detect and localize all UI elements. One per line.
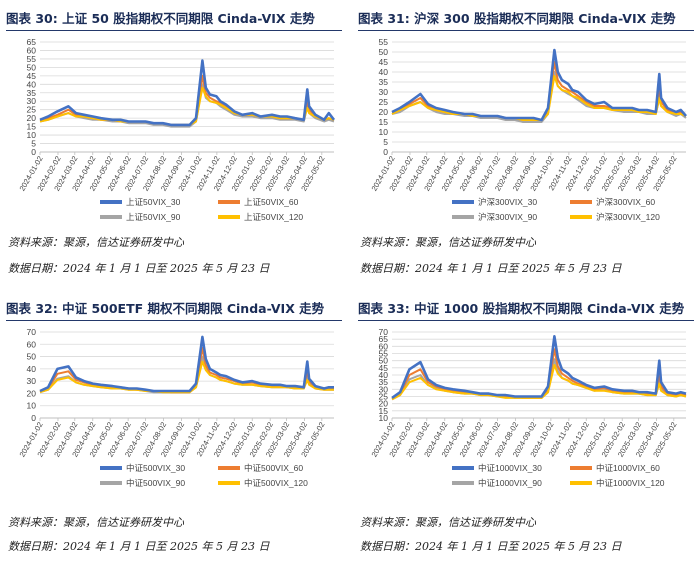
title-rule <box>358 320 694 321</box>
date-note: 数据日期：2024 年 1 月 1 日至 2025 年 5 月 23 日 <box>8 540 270 553</box>
y-tick-label: 30 <box>27 96 37 106</box>
legend-label: 沪深300VIX_120 <box>596 212 660 222</box>
date-note: 数据日期：2024 年 1 月 1 日至 2025 年 5 月 23 日 <box>360 262 622 275</box>
y-tick-label: 25 <box>379 97 389 107</box>
y-tick-label: 45 <box>27 71 37 81</box>
title-rule <box>6 30 342 31</box>
y-tick-label: 20 <box>27 113 37 123</box>
chart-panel-32: 图表 32: 中证 500ETF 期权不同期限 Cinda-VIX 走势 0 10… <box>6 298 346 573</box>
legend-label: 中证1000VIX_60 <box>596 463 660 473</box>
legend-label: 中证500VIX_30 <box>126 463 185 473</box>
date-note: 数据日期：2024 年 1 月 1 日至 2025 年 5 月 23 日 <box>360 540 622 553</box>
series-line-沪深300VIX_120 <box>391 75 687 121</box>
series-line-上证50VIX_90 <box>39 83 335 128</box>
series-line-中证1000VIX_30 <box>391 335 687 399</box>
y-tick-label: 0 <box>31 413 36 423</box>
series-line-中证1000VIX_60 <box>391 348 687 399</box>
legend-label: 沪深300VIX_90 <box>478 212 537 222</box>
y-tick-label: 15 <box>379 406 389 416</box>
y-tick-label: 10 <box>379 127 389 137</box>
y-tick-label: 45 <box>379 57 389 67</box>
chart-title: 图表 32: 中证 500ETF 期权不同期限 Cinda-VIX 走势 <box>6 301 325 316</box>
series-line-中证500VIX_120 <box>39 360 334 394</box>
line-chart: 0102030405060702024-01-022024-02-022024-… <box>18 327 334 488</box>
y-tick-label: 20 <box>27 388 37 398</box>
y-tick-label: 20 <box>379 107 389 117</box>
y-tick-label: 15 <box>27 122 37 132</box>
chart-title: 图表 33: 中证 1000 股指期权不同期限 Cinda-VIX 走势 <box>358 301 685 316</box>
y-tick-label: 55 <box>27 54 37 64</box>
legend-label: 中证500VIX_90 <box>126 478 185 488</box>
y-tick-label: 30 <box>379 384 389 394</box>
y-tick-label: 40 <box>27 79 37 89</box>
y-tick-label: 40 <box>27 364 37 374</box>
y-tick-label: 70 <box>379 327 389 337</box>
series-line-中证500VIX_30 <box>39 335 334 393</box>
chart-panel-30: 图表 30: 上证 50 股指期权不同期限 Cinda-VIX 走势 0 5 10 1… <box>6 8 346 283</box>
legend-label: 沪深300VIX_60 <box>596 197 655 207</box>
y-tick-label: 35 <box>379 377 389 387</box>
y-tick-label: 15 <box>379 117 389 127</box>
y-tick-label: 50 <box>379 47 389 57</box>
y-tick-label: 50 <box>379 356 389 366</box>
y-tick-label: 30 <box>379 87 389 97</box>
chart-panel-33: 图表 33: 中证 1000 股指期权不同期限 Cinda-VIX 走势 10 1… <box>358 298 698 573</box>
legend-label: 中证1000VIX_90 <box>478 478 542 488</box>
legend-label: 上证50VIX_60 <box>244 197 299 207</box>
legend-label: 上证50VIX_90 <box>126 212 181 222</box>
legend-label: 沪深300VIX_30 <box>478 197 537 207</box>
y-tick-label: 50 <box>27 62 37 72</box>
y-tick-label: 55 <box>379 349 389 359</box>
y-tick-label: 65 <box>379 334 389 344</box>
line-chart: 05101520253035404550552024-01-022024-02-… <box>370 37 687 222</box>
line-chart: 101520253035404550556065702024-01-022024… <box>370 327 687 488</box>
y-tick-label: 10 <box>27 130 37 140</box>
date-note: 数据日期：2024 年 1 月 1 日至 2025 年 5 月 23 日 <box>8 262 270 275</box>
series-line-上证50VIX_30 <box>39 59 336 127</box>
line-chart: 051015202530354045505560652024-01-022024… <box>18 37 336 222</box>
series-line-中证1000VIX_120 <box>391 364 687 401</box>
legend-label: 上证50VIX_120 <box>244 212 303 222</box>
chart-panel-31: 图表 31: 沪深 300 股指期权不同期限 Cinda-VIX 走势 0 5 10… <box>358 8 698 283</box>
y-tick-label: 45 <box>379 363 389 373</box>
y-tick-label: 30 <box>27 376 37 386</box>
source-note: 资料来源：聚源，信达证券研发中心 <box>8 236 184 249</box>
y-tick-label: 40 <box>379 370 389 380</box>
y-tick-label: 5 <box>31 139 36 149</box>
y-tick-label: 0 <box>31 147 36 157</box>
y-tick-label: 60 <box>27 339 37 349</box>
title-rule <box>358 30 694 31</box>
y-tick-label: 35 <box>27 88 37 98</box>
source-note: 资料来源：聚源，信达证券研发中心 <box>360 516 536 529</box>
y-tick-label: 25 <box>379 392 389 402</box>
legend-label: 中证1000VIX_120 <box>596 478 665 488</box>
legend-label: 中证1000VIX_30 <box>478 463 542 473</box>
chart-title: 图表 31: 沪深 300 股指期权不同期限 Cinda-VIX 走势 <box>358 11 676 26</box>
y-tick-label: 10 <box>27 401 37 411</box>
legend-label: 中证500VIX_60 <box>244 463 303 473</box>
y-tick-label: 10 <box>379 413 389 423</box>
source-note: 资料来源：聚源，信达证券研发中心 <box>360 236 536 249</box>
series-line-沪深300VIX_90 <box>391 71 687 123</box>
y-tick-label: 35 <box>379 77 389 87</box>
y-tick-label: 25 <box>27 105 37 115</box>
series-line-沪深300VIX_30 <box>391 48 687 122</box>
y-tick-label: 65 <box>27 37 37 47</box>
y-tick-label: 5 <box>383 137 388 147</box>
y-tick-label: 70 <box>27 327 37 337</box>
chart-title: 图表 30: 上证 50 股指期权不同期限 Cinda-VIX 走势 <box>6 11 315 26</box>
legend-label: 中证500VIX_120 <box>244 478 308 488</box>
y-tick-label: 55 <box>379 37 389 47</box>
y-tick-label: 40 <box>379 67 389 77</box>
y-tick-label: 60 <box>379 341 389 351</box>
y-tick-label: 0 <box>383 147 388 157</box>
y-tick-label: 60 <box>27 45 37 55</box>
source-note: 资料来源：聚源，信达证券研发中心 <box>8 516 184 529</box>
legend-label: 上证50VIX_30 <box>126 197 181 207</box>
y-tick-label: 50 <box>27 352 37 362</box>
title-rule <box>6 320 342 321</box>
y-tick-label: 20 <box>379 399 389 409</box>
